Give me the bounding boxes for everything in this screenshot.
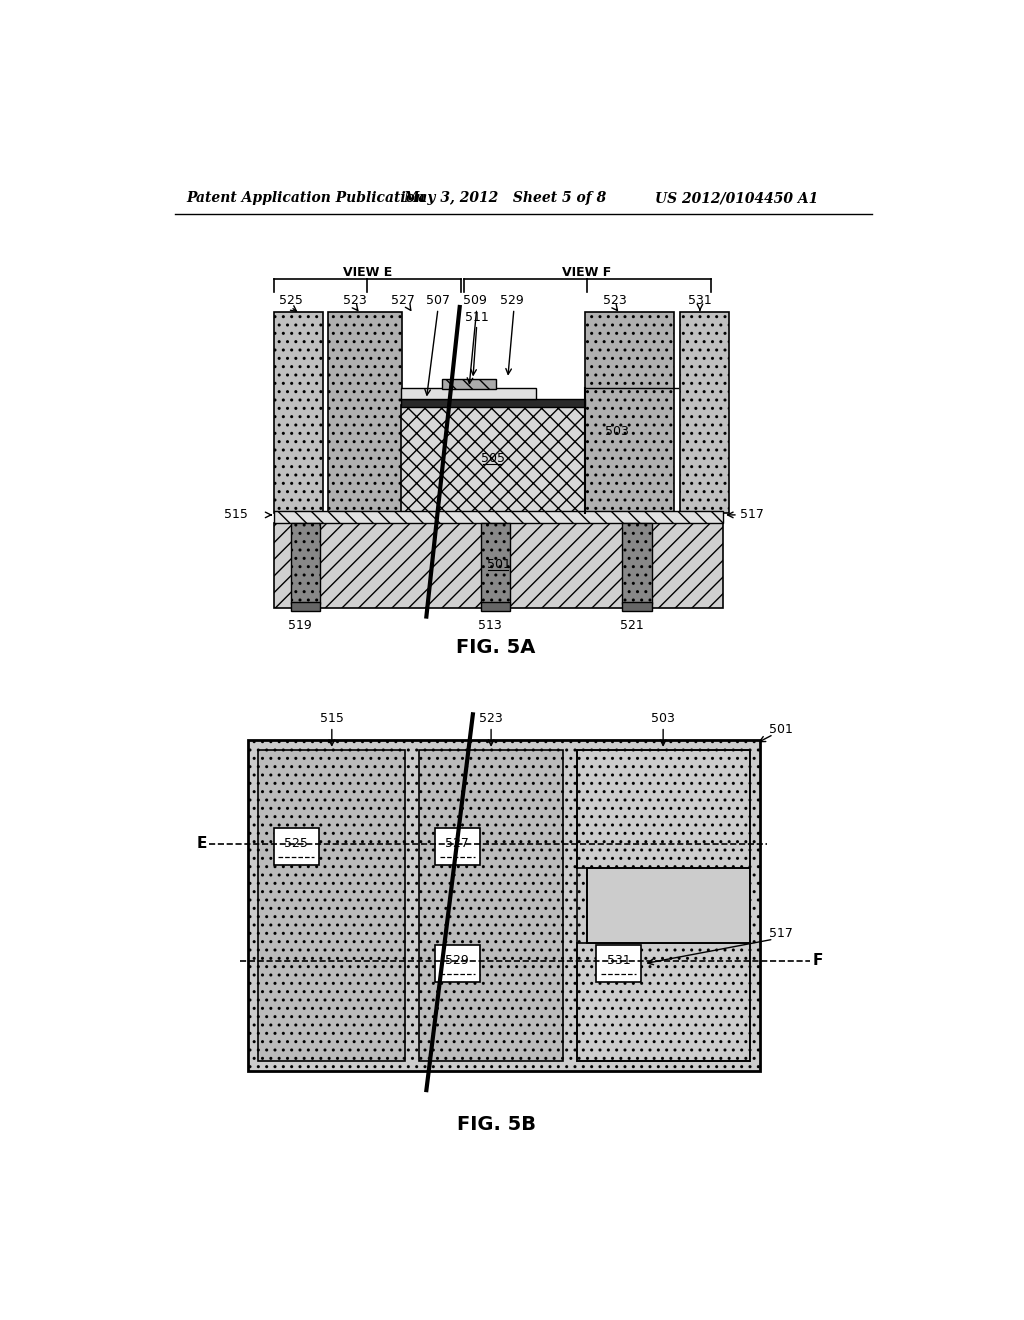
Bar xyxy=(435,945,480,982)
Bar xyxy=(291,524,321,605)
Bar xyxy=(400,388,537,399)
Text: 515: 515 xyxy=(319,713,344,726)
Text: 523: 523 xyxy=(343,294,367,308)
Text: 521: 521 xyxy=(620,619,644,632)
Text: 507: 507 xyxy=(426,294,450,308)
Text: 529: 529 xyxy=(500,294,523,308)
Text: 523: 523 xyxy=(603,294,627,308)
Text: May 3, 2012   Sheet 5 of 8: May 3, 2012 Sheet 5 of 8 xyxy=(403,191,606,206)
Bar xyxy=(258,750,406,1061)
Text: Patent Application Publication: Patent Application Publication xyxy=(186,191,425,206)
Bar xyxy=(623,602,652,611)
Text: US 2012/0104450 A1: US 2012/0104450 A1 xyxy=(655,191,818,206)
Text: 525: 525 xyxy=(279,294,303,308)
Bar xyxy=(420,750,563,1061)
Bar xyxy=(586,313,675,512)
Text: 517: 517 xyxy=(769,927,793,940)
Bar xyxy=(248,739,760,1071)
Text: 511: 511 xyxy=(465,312,488,323)
Text: 531: 531 xyxy=(688,294,712,308)
Text: 523: 523 xyxy=(479,713,503,726)
Bar xyxy=(623,524,652,605)
Text: 515: 515 xyxy=(224,508,248,521)
Text: 531: 531 xyxy=(606,954,631,968)
Text: E: E xyxy=(197,836,207,851)
Bar xyxy=(435,829,480,866)
Text: FIG. 5A: FIG. 5A xyxy=(457,638,536,657)
Text: 525: 525 xyxy=(285,837,308,850)
Bar xyxy=(480,602,510,611)
Bar xyxy=(587,867,750,942)
Text: 513: 513 xyxy=(478,619,502,632)
Text: VIEW F: VIEW F xyxy=(562,265,611,279)
Bar xyxy=(480,524,510,605)
Text: 529: 529 xyxy=(445,954,469,968)
Text: VIEW E: VIEW E xyxy=(343,265,392,279)
Bar xyxy=(400,399,586,407)
Text: 509: 509 xyxy=(463,294,487,308)
Bar xyxy=(400,405,586,512)
Bar xyxy=(442,379,496,388)
Bar xyxy=(577,750,750,1061)
Text: 501: 501 xyxy=(769,723,793,737)
Bar xyxy=(680,313,729,512)
Text: 527: 527 xyxy=(445,837,469,850)
Text: 503: 503 xyxy=(651,713,675,726)
Bar xyxy=(273,313,323,512)
Text: F: F xyxy=(813,953,823,969)
Bar xyxy=(291,602,321,611)
Bar xyxy=(273,511,723,524)
Bar xyxy=(596,945,641,982)
Text: 505: 505 xyxy=(481,453,505,465)
Text: 517: 517 xyxy=(740,508,764,521)
Text: FIG. 5B: FIG. 5B xyxy=(457,1115,536,1134)
Bar xyxy=(273,829,318,866)
Bar xyxy=(328,313,401,512)
Text: 527: 527 xyxy=(391,294,415,308)
Text: 503: 503 xyxy=(605,425,630,438)
Text: 519: 519 xyxy=(288,619,312,632)
Text: 501: 501 xyxy=(486,558,510,572)
Bar xyxy=(273,524,723,609)
